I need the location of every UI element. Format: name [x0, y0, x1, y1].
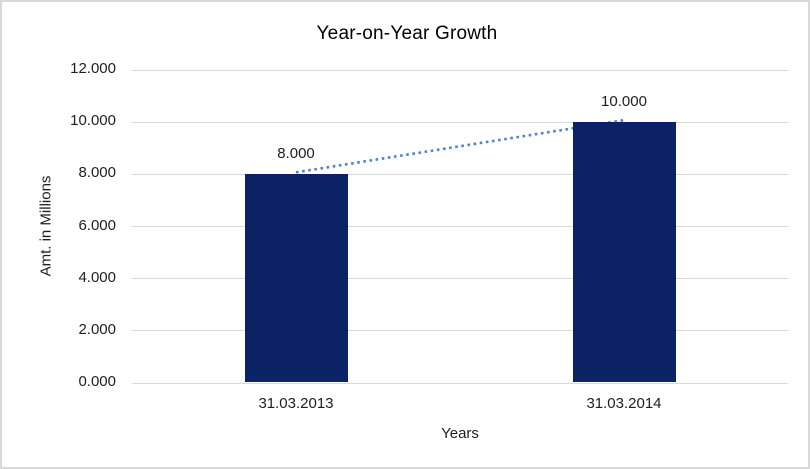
gridline [132, 173, 788, 175]
x-tick-label: 31.03.2014 [586, 395, 662, 412]
chart-title: Year-on-Year Growth [316, 23, 498, 44]
bar[interactable] [572, 122, 676, 382]
y-tick-label: 8.000 [78, 164, 116, 182]
y-tick-label: 12.000 [70, 60, 116, 77]
y-tick-label: 2.000 [78, 320, 116, 338]
x-tick-label: 31.03.2013 [258, 395, 334, 412]
bar-value-label: 10.000 [601, 93, 647, 111]
gridline [132, 69, 788, 71]
y-tick-label: 0.000 [78, 373, 116, 390]
gridline [132, 226, 788, 227]
gridline [132, 121, 788, 123]
gridline [132, 278, 788, 280]
bar-value-label: 8.000 [277, 145, 315, 163]
y-tick-label: 4.000 [78, 268, 116, 286]
plot-area [132, 69, 788, 384]
x-axis-title: Years [441, 425, 479, 442]
y-tick-label: 6.000 [78, 216, 116, 234]
bar[interactable] [244, 174, 348, 382]
trend-line[interactable] [132, 70, 788, 383]
y-tick-label: 10.000 [70, 112, 116, 130]
gridline [132, 330, 788, 332]
gridline [132, 382, 788, 384]
